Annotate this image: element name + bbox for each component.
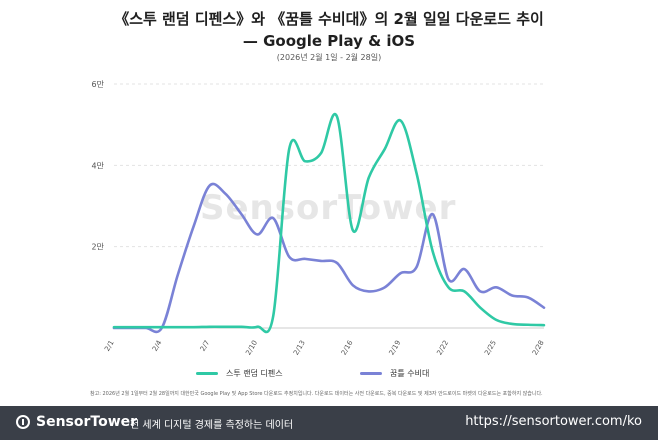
x-tick-label: 2/25 [483,339,498,357]
x-tick-label: 2/13 [292,339,307,357]
sensortower-logo-icon [16,415,30,429]
x-tick-label: 2/19 [388,339,403,357]
legend-item-series1: 스투 랜덤 디펜스 [196,368,283,379]
footer-url[interactable]: https://sensortower.com/ko [465,414,642,429]
legend-label-series1: 스투 랜덤 디펜스 [226,369,283,378]
x-tick-label: 2/22 [435,339,450,357]
footer-logo: SensorTower [16,414,137,430]
line-chart: 2만 4만 6만 2/1 2/4 2/7 2/10 2/13 2/16 2/19 2/22 2/25 2… [92,80,546,357]
x-tick-label: 2/1 [103,339,116,353]
y-tick-label: 4만 [92,161,105,170]
footnote: 참고: 2026년 2월 1일부터 2월 28일까지 대한민국 Google P… [90,391,543,397]
y-tick-label: 2만 [92,243,105,252]
footer-tagline: 전 세계 디지털 경제를 측정하는 데이터 [130,420,294,431]
chart-title-line1: 《스투 랜덤 디펜스》와 《꿈틀 수비대》의 2월 일일 다운로드 추이 [114,10,544,28]
x-tick-label: 2/4 [151,339,164,353]
x-tick-label: 2/28 [531,339,546,357]
legend-swatch-series2 [360,372,382,375]
legend-item-series2: 꿈틀 수비대 [360,368,429,379]
series-line [112,112,546,334]
x-tick-label: 2/7 [199,339,212,353]
chart-title-line2: — Google Play & iOS [242,32,416,50]
chart-title: 《스투 랜덤 디펜스》와 《꿈틀 수비대》의 2월 일일 다운로드 추이 — G… [0,8,658,52]
legend-label-series2: 꿈틀 수비대 [390,369,430,378]
watermark: SensorTower [200,188,457,228]
y-tick-label: 6만 [92,80,105,89]
x-tick-label: 2/16 [340,339,355,357]
footer-bar: SensorTower 전 세계 디지털 경제를 측정하는 데이터 https:… [0,406,658,440]
series-line [112,182,546,334]
chart-subtitle: (2026년 2월 1일 - 2월 28일) [276,53,382,62]
footer-brand: SensorTower [36,414,138,430]
legend-swatch-series1 [196,372,218,375]
x-tick-label: 2/10 [244,339,259,357]
